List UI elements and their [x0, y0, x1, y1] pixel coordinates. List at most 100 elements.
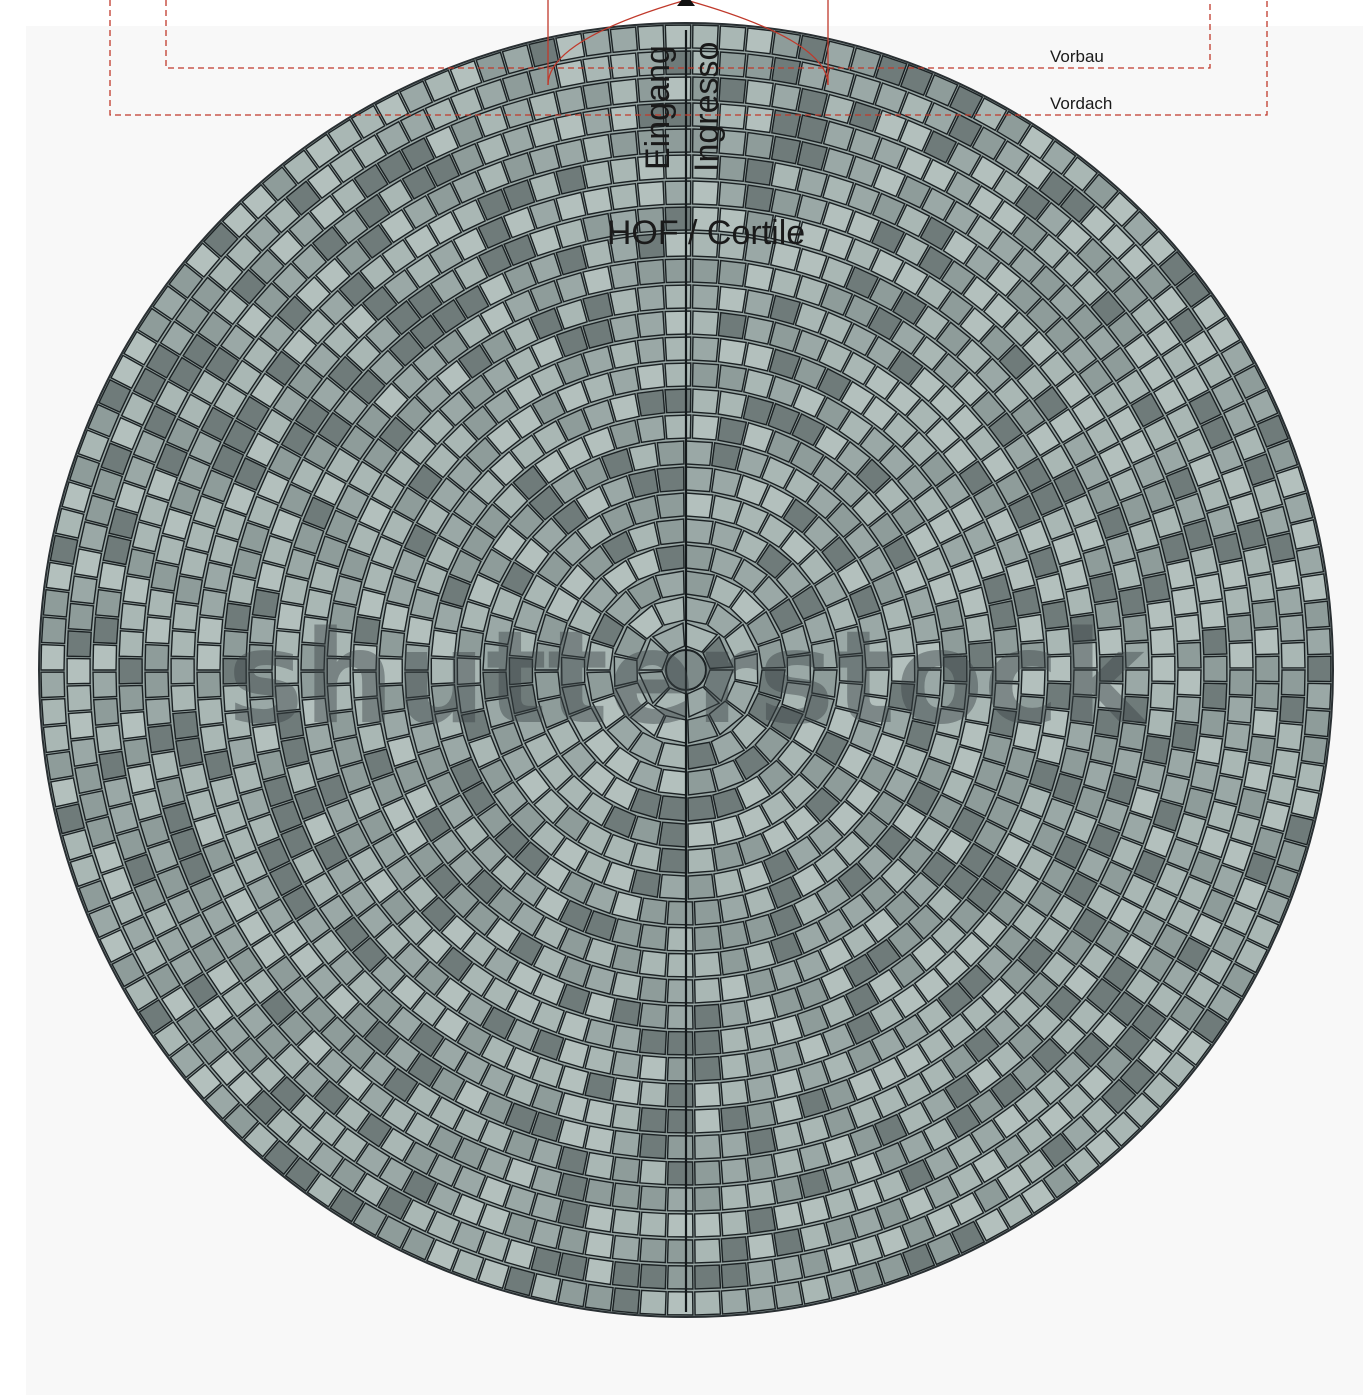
paving-stone: [736, 447, 770, 479]
paving-stone: [758, 513, 794, 549]
paving-stone: [401, 429, 437, 466]
paving-stone: [821, 201, 855, 233]
paving-stone: [288, 211, 325, 248]
paving-stone: [370, 535, 403, 569]
paving-stone: [196, 671, 222, 699]
paving-stone: [1018, 124, 1055, 160]
paving-stone: [762, 849, 798, 884]
paving-stone: [456, 657, 482, 686]
paving-stone: [1176, 936, 1211, 972]
paving-stone: [221, 202, 258, 239]
paving-stone: [988, 599, 1017, 630]
paving-stone: [529, 0, 558, 13]
paving-stone: [799, 1275, 831, 1305]
paving-stone: [872, 164, 907, 198]
paving-stone: [426, 182, 462, 216]
paving-stone: [1171, 721, 1199, 752]
paving-stone: [1290, 363, 1324, 398]
paving-stone: [39, 454, 46, 487]
paving-stone: [718, 23, 747, 26]
paving-stone: [693, 951, 722, 978]
paving-stone: [175, 1008, 212, 1044]
paving-stone: [388, 331, 425, 367]
paving-stone: [687, 821, 716, 848]
paving-stone: [1051, 772, 1083, 805]
paving-stone: [1174, 695, 1202, 724]
paving-stone: [1027, 881, 1062, 917]
paving-stone: [1139, 946, 1175, 982]
paving-stone: [451, 1221, 486, 1254]
paving-stone: [609, 78, 639, 106]
paving-stone: [278, 88, 315, 124]
paving-stone: [550, 469, 586, 505]
paving-stone: [792, 384, 827, 418]
paving-stone: [200, 406, 235, 442]
paving-stone: [972, 97, 1008, 132]
paving-stone: [176, 1130, 213, 1167]
paving-stone: [720, 1157, 749, 1185]
paving-stone: [847, 1068, 882, 1102]
paving-stone: [993, 377, 1030, 414]
paving-stone: [477, 1258, 510, 1290]
paving-stone: [1063, 871, 1098, 907]
paving-stone: [269, 508, 302, 542]
paving-stone: [609, 130, 639, 158]
paving-stone: [772, 1174, 804, 1205]
paving-stone: [300, 671, 326, 699]
paving-stone: [1133, 849, 1166, 884]
paving-stone: [584, 1204, 615, 1233]
paving-stone: [685, 544, 715, 572]
courtyard-label: HOF / Cortile: [607, 214, 805, 252]
paving-stone: [1149, 627, 1176, 656]
paving-stone: [965, 425, 1001, 461]
paving-stone: [865, 938, 902, 974]
paving-stone: [1242, 545, 1272, 577]
paving-stone: [380, 510, 415, 545]
paving-stone: [409, 588, 440, 620]
paving-stone: [1124, 969, 1160, 1005]
paving-stone: [1086, 977, 1122, 1014]
paving-stone: [327, 118, 363, 154]
paving-stone: [845, 1011, 881, 1045]
paving-stone: [582, 107, 613, 136]
paving-stone: [813, 572, 849, 608]
paving-stone: [1077, 1065, 1114, 1101]
paving-stone: [557, 983, 591, 1015]
paving-stone: [602, 805, 637, 839]
paving-stone: [433, 601, 464, 633]
paving-stone: [477, 216, 512, 250]
paving-stone: [372, 34, 408, 69]
paving-stone: [506, 989, 541, 1024]
paving-stone: [478, 1175, 512, 1208]
paving-stone: [534, 449, 570, 485]
paving-stone: [514, 708, 546, 743]
paving-stone: [1223, 722, 1252, 752]
paving-stone: [415, 499, 451, 535]
paving-stone: [786, 654, 812, 684]
paving-stone: [941, 770, 974, 804]
paving-stone: [294, 398, 330, 435]
paving-stone: [1332, 641, 1333, 669]
paving-stone: [664, 284, 692, 310]
paving-stone: [711, 441, 742, 471]
paving-stone: [0, 672, 13, 697]
paving-stone: [718, 77, 747, 104]
paving-stone: [1331, 614, 1333, 643]
paving-stone: [1020, 641, 1046, 669]
paving-stone: [332, 575, 363, 607]
paving-stone: [480, 1034, 515, 1069]
paving-stone: [502, 124, 535, 156]
paving-stone: [1009, 247, 1046, 283]
paving-stone: [560, 741, 597, 778]
paving-stone: [1170, 586, 1199, 616]
paving-stone: [584, 1018, 616, 1049]
paving-stone: [479, 301, 515, 335]
paving-stone: [1082, 760, 1114, 792]
paving-stone: [801, 1330, 830, 1357]
building-outlines: [109, 0, 1268, 116]
paving-stone: [405, 696, 434, 727]
paving-stone: [316, 535, 348, 568]
paving-stone: [476, 802, 512, 839]
paving-stone: [280, 824, 314, 859]
paving-stone: [534, 886, 570, 922]
